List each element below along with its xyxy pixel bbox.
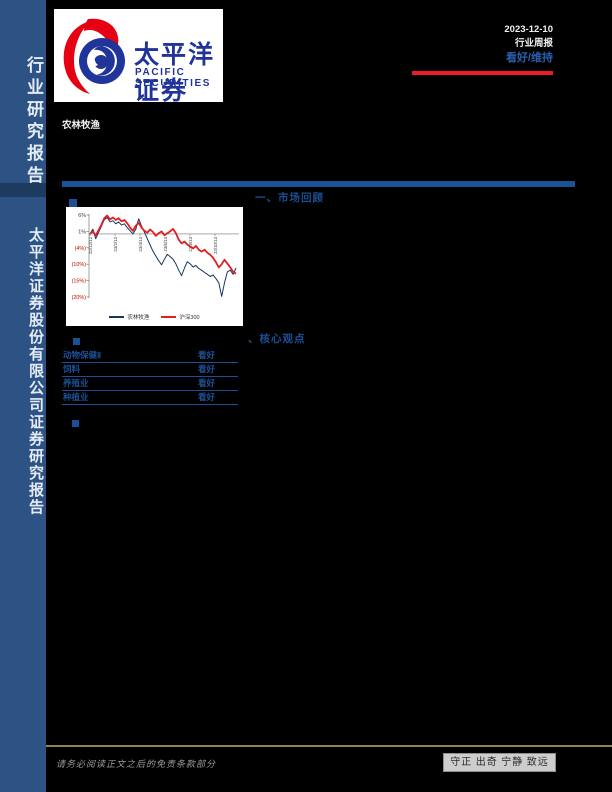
sub-industry-name: 养殖业 — [63, 378, 89, 388]
x-tick-label: 23/6/13 — [163, 236, 168, 251]
y-tick-label: (10%) — [72, 262, 87, 268]
company-name-cn: 太平洋证券 — [134, 42, 216, 105]
industry-name: 农林牧渔 — [62, 120, 101, 131]
series-line-0 — [89, 217, 237, 297]
sub-industry-rating: 看好 — [198, 392, 216, 402]
chart-legend: 农林牧渔 沪深300 — [66, 313, 243, 321]
sub-industry-rating: 看好 — [198, 350, 216, 360]
company-logo: 太平洋证券 PACIFIC SECURITIES — [54, 9, 223, 105]
report-meta: 2023-12-10 行业周报 看好/维持 — [504, 23, 553, 66]
legend-label: 农林牧渔 — [127, 315, 150, 321]
bullet-square-icon — [69, 199, 77, 207]
report-date: 2023-12-10 — [504, 24, 553, 35]
sub-industry-rating: 看好 — [198, 378, 216, 388]
section-core-views-title: 、核心观点 — [248, 334, 306, 345]
x-tick-label: 23/8/13 — [188, 236, 193, 251]
y-tick-label: (4%) — [75, 246, 87, 252]
sector-performance-chart: 6% 1% (4%) (10%) (15%) (20%) 22/12/12 23/2/13 23… — [66, 207, 243, 326]
industry-rating: 看好/维持 — [505, 52, 553, 64]
sub-industry-name: 种植业 — [63, 392, 89, 402]
sub-industry-ratings-table: 动物保健Ⅱ 看好 饲料 看好 养殖业 看好 种植业 看好 — [62, 349, 238, 405]
x-tick-label: 23/10/13 — [213, 236, 218, 254]
sub-industry-name: 饲料 — [63, 364, 81, 374]
table-row: 种植业 看好 — [62, 391, 238, 405]
y-tick-label: 6% — [78, 213, 86, 219]
legend-swatch-blue — [109, 316, 125, 318]
section-market-review-title: 一、市场回顾 — [255, 193, 324, 204]
bullet-square-icon — [73, 338, 80, 345]
x-tick-label: 23/2/13 — [113, 236, 118, 251]
sub-industry-name: 动物保健Ⅱ — [63, 350, 102, 360]
y-tick-label: (15%) — [72, 279, 87, 285]
footer-motto: 守正 出奇 宁静 致远 — [443, 753, 556, 772]
sidebar: 行业研究报告 太平洋证券股份有限公司证券研究报告 — [0, 0, 46, 792]
bullet-square-icon — [72, 420, 79, 427]
x-tick-label: 23/4/13 — [138, 236, 143, 251]
red-accent-bar — [412, 71, 553, 75]
footer-disclaimer: 请务必阅读正文之后的免责条款部分 — [56, 759, 217, 769]
line-chart: 6% 1% (4%) (10%) (15%) (20%) 22/12/12 23/2/13 23… — [72, 213, 239, 301]
pacific-securities-logo-icon — [63, 18, 125, 94]
x-tick-label: 22/12/12 — [88, 236, 93, 254]
sidebar-divider — [0, 183, 46, 197]
y-tick-label: (20%) — [72, 295, 87, 301]
table-row: 动物保健Ⅱ 看好 — [62, 349, 238, 363]
series-line-1 — [89, 214, 237, 275]
report-type: 行业周报 — [514, 38, 553, 49]
footer-divider-line — [46, 745, 612, 747]
company-name-en: PACIFIC SECURITIES — [135, 67, 212, 89]
sub-industry-rating: 看好 — [198, 364, 216, 374]
legend-item: 沪深300 — [161, 313, 200, 321]
table-row: 饲料 看好 — [62, 363, 238, 377]
sidebar-company-label: 太平洋证券股份有限公司证券研究报告 — [27, 227, 43, 516]
legend-item: 农林牧渔 — [109, 313, 149, 321]
header-divider-bar — [62, 181, 575, 187]
legend-label: 沪深300 — [179, 315, 200, 321]
legend-swatch-red — [161, 316, 177, 318]
table-row: 养殖业 看好 — [62, 377, 238, 391]
sidebar-report-type-label: 行业研究报告 — [24, 56, 43, 188]
y-tick-label: 1% — [78, 229, 86, 235]
